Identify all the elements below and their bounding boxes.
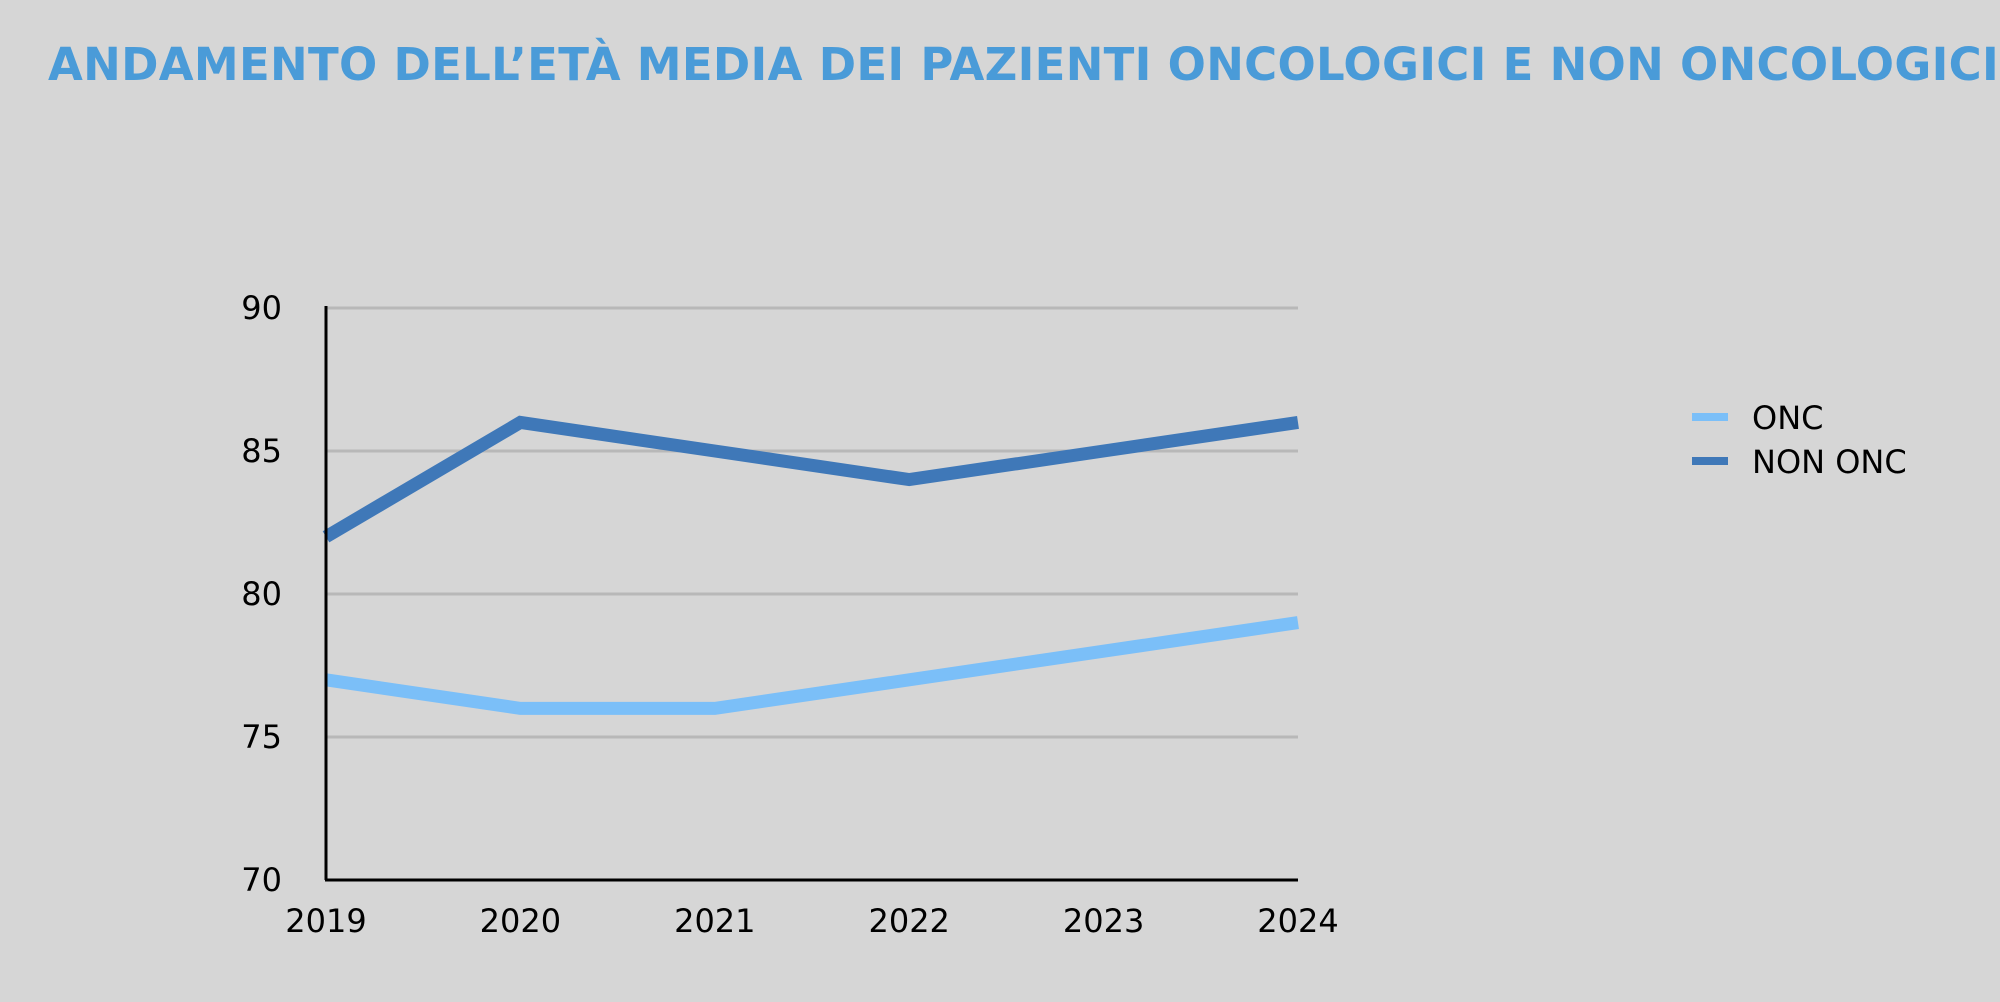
series-lines (322, 415, 1299, 715)
y-tick-label: 85 (241, 432, 282, 470)
x-tick-label: 2023 (1063, 902, 1144, 940)
legend-label-non-onc[interactable]: NON ONC (1752, 443, 1907, 481)
x-tick-label: 2020 (480, 902, 561, 940)
legend-label-onc[interactable]: ONC (1752, 399, 1823, 437)
y-tick-label: 90 (241, 289, 282, 327)
gridlines (326, 306, 1298, 739)
y-tick-label: 80 (241, 575, 282, 613)
chart-title: ANDAMENTO DELL’ETÀ MEDIA DEI PAZIENTI ON… (48, 38, 2000, 91)
y-tick-label: 70 (241, 861, 282, 899)
legend[interactable]: ONC NON ONC (1692, 399, 1907, 481)
x-tick-label: 2024 (1257, 902, 1338, 940)
series-line-non-onc (322, 415, 1299, 543)
x-tick-label: 2022 (868, 902, 949, 940)
y-tick-label: 75 (241, 718, 282, 756)
tick-labels: 70 75 80 85 90 2019 2020 2021 2022 2023 2024 (241, 289, 1338, 940)
axes (324, 306, 1298, 882)
x-tick-label: 2019 (285, 902, 366, 940)
x-tick-label: 2021 (674, 902, 755, 940)
series-line-onc (325, 616, 1299, 715)
